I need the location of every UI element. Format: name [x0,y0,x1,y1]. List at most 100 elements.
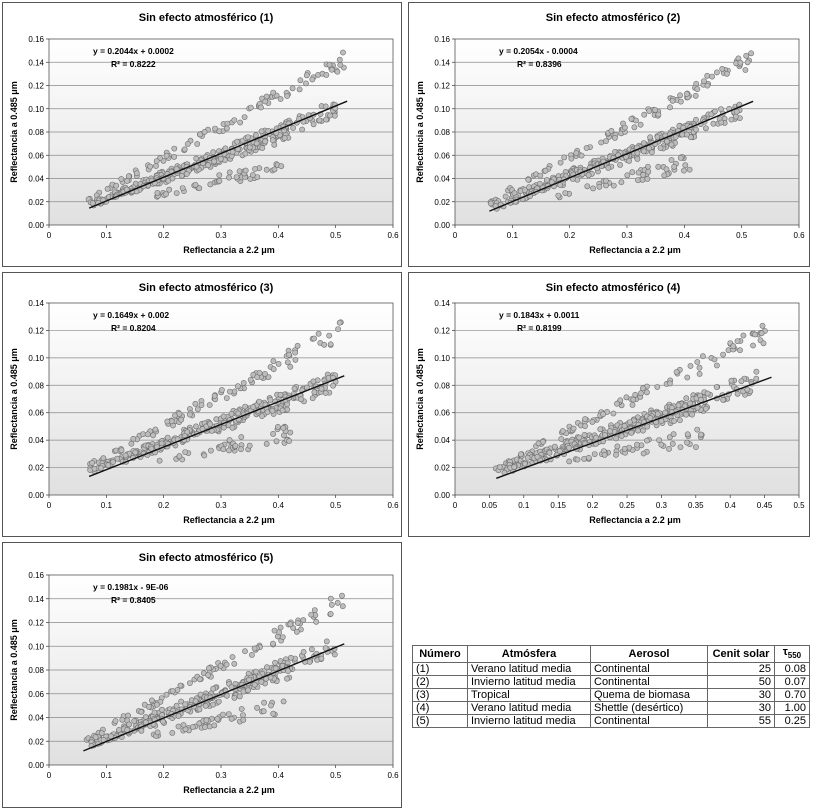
data-point [759,322,766,329]
data-point [339,603,346,610]
data-point [752,331,758,338]
data-point [223,395,230,401]
data-point [640,140,647,146]
x-tick-label: 0.15 [550,501,566,510]
data-point [245,134,251,140]
data-point [511,464,518,470]
r-squared: R² = 0.8222 [111,59,156,69]
data-point [654,411,661,417]
data-point [164,434,171,441]
chart-4: Sin efecto atmosférico (4) 0.00 0.02 0.04 0.… [415,282,805,525]
chart-3: Sin efecto atmosférico (3) 0.00 0.02 0.04 0.… [9,282,399,525]
data-point [671,163,677,170]
data-point [299,126,305,133]
data-point [240,716,247,723]
data-point [252,132,259,139]
data-point [194,141,201,147]
data-point [287,654,294,661]
data-point [176,410,183,417]
data-point [640,171,647,178]
data-point [91,465,98,472]
data-point [308,646,315,653]
data-point [291,385,298,392]
data-point [598,139,605,146]
data-point [614,443,621,450]
data-point [226,174,232,181]
cell-cenit-solar: 30 [707,688,775,703]
data-point [641,111,648,118]
data-point [647,415,654,421]
data-point [154,701,160,708]
data-point [502,193,509,200]
data-point [710,120,717,127]
data-point [628,429,635,436]
data-point [635,427,641,434]
data-point [247,104,254,111]
data-point [160,718,166,725]
data-point [269,407,276,414]
data-point [311,389,318,396]
x-tick-label: 0.4 [679,231,691,240]
data-point [293,628,300,635]
data-point [628,116,635,122]
data-point [496,464,503,470]
data-point [610,410,617,417]
data-point [246,442,253,449]
data-point [240,712,246,718]
data-point [696,364,703,371]
data-point [267,397,274,403]
y-tick-label: 0.02 [28,464,44,473]
data-point [308,611,315,618]
x-tick-label: 0.1 [507,231,519,240]
data-point [669,440,676,447]
data-point [207,421,213,427]
data-point [142,714,149,720]
data-point [262,371,268,377]
y-tick-label: 0.12 [434,326,450,335]
trend-equation: y = 0.1649x + 0.002 [93,310,169,320]
table-header-row: Número Atmósfera Aerosol Cenit solar τ55… [412,644,810,664]
data-point [327,341,334,348]
data-point [153,158,160,164]
chart-panel-1: Sin efecto atmosférico (1) 0.00 0.02 0.04 0.… [2,2,402,267]
data-point [294,620,301,626]
data-point [310,378,317,385]
data-point [585,172,592,179]
data-point [686,166,693,173]
data-point [242,648,248,655]
y-axis-label: Reflectancia a 0.485 μm [415,348,425,450]
data-point [169,729,176,736]
data-point [178,416,184,423]
data-point [684,431,691,438]
data-point [658,418,665,424]
data-point [216,178,223,184]
data-point [285,668,291,675]
data-point [607,428,613,434]
cell-atmosfera: Invierno latitud media [467,675,591,690]
data-point [258,104,264,111]
data-point [629,401,636,408]
data-point [261,699,267,706]
data-point [198,402,205,408]
data-point [336,319,343,326]
y-tick-label: 0.14 [434,299,450,308]
data-point [286,438,293,444]
data-point [645,168,652,175]
table-row: (4) Verano latitud media Shettle (desért… [412,701,810,716]
y-tick-label: 0.00 [434,221,450,230]
data-point [119,716,126,723]
data-point [632,391,639,398]
data-point [600,411,606,418]
data-point [216,172,223,178]
data-point [683,395,690,402]
data-point [522,460,528,467]
data-point [217,663,224,669]
data-point [334,599,341,606]
data-point [618,433,625,439]
data-point [220,413,227,420]
data-point [698,431,704,438]
data-point [331,651,338,658]
data-point [206,402,213,408]
data-point [682,162,689,169]
chart-title: Sin efecto atmosférico (1) [139,12,274,24]
